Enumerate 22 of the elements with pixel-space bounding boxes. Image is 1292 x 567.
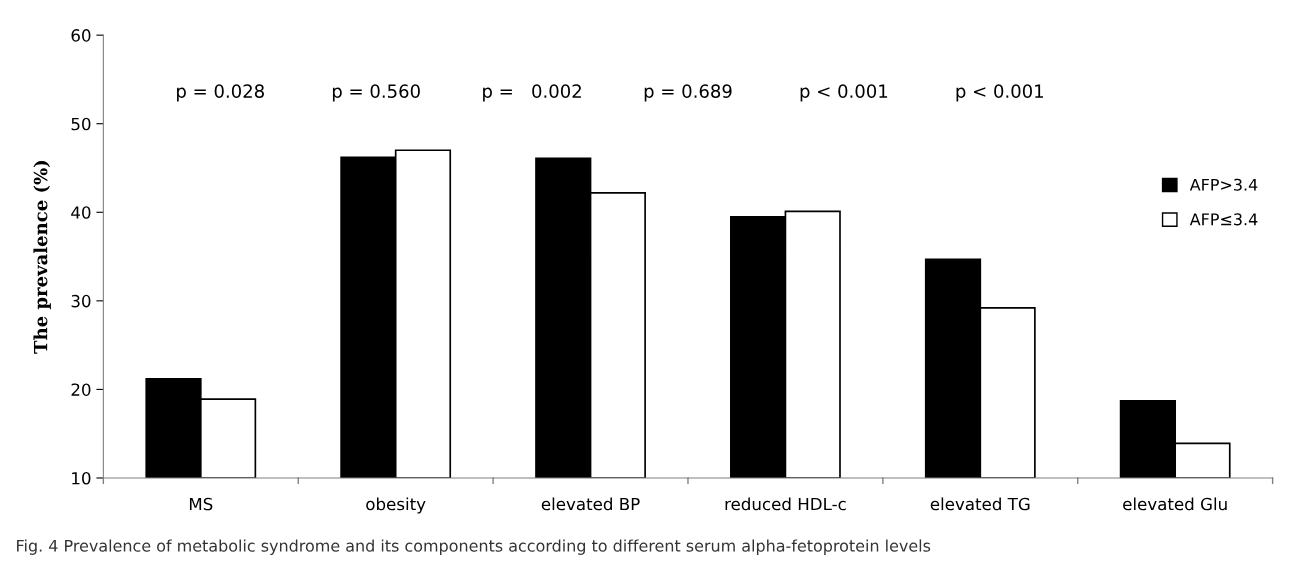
x-tick-label: MS [189, 497, 213, 511]
annotation: p < 0.001 [800, 84, 888, 102]
annotation: p = 0.689 [644, 84, 732, 102]
legend-label: AFP≤3.4 [1189, 213, 1258, 226]
annotation: p = 0.002 [483, 84, 581, 102]
y-tick-label: 40 [71, 206, 91, 219]
annotation: p = 0.560 [332, 84, 420, 102]
y-tick-label: 20 [71, 383, 91, 396]
x-tick-label: elevated TG [930, 497, 1030, 511]
annotation: p = 0.028 [177, 84, 264, 102]
caption: Fig. 4 Prevalence of metabolic syndrome and its components according to different serum alpha-fetoprotein levels [17, 539, 931, 555]
y-tick-label: 10 [72, 471, 91, 485]
y-tick-label: 30 [71, 294, 91, 308]
y-tick-label: 50 [71, 117, 91, 131]
annotation: p < 0.001 [956, 84, 1043, 102]
x-tick-label: elevated Glu [1123, 497, 1227, 511]
x-tick-label: elevated BP [541, 497, 640, 511]
x-tick-label: reduced HDL-c [725, 497, 846, 511]
legend-label: AFP>3.4 [1189, 178, 1258, 191]
x-tick-label: obesity [366, 497, 426, 514]
y-axis-title: The prevalence (%) [33, 160, 51, 354]
y-tick-label: 60 [71, 29, 91, 42]
